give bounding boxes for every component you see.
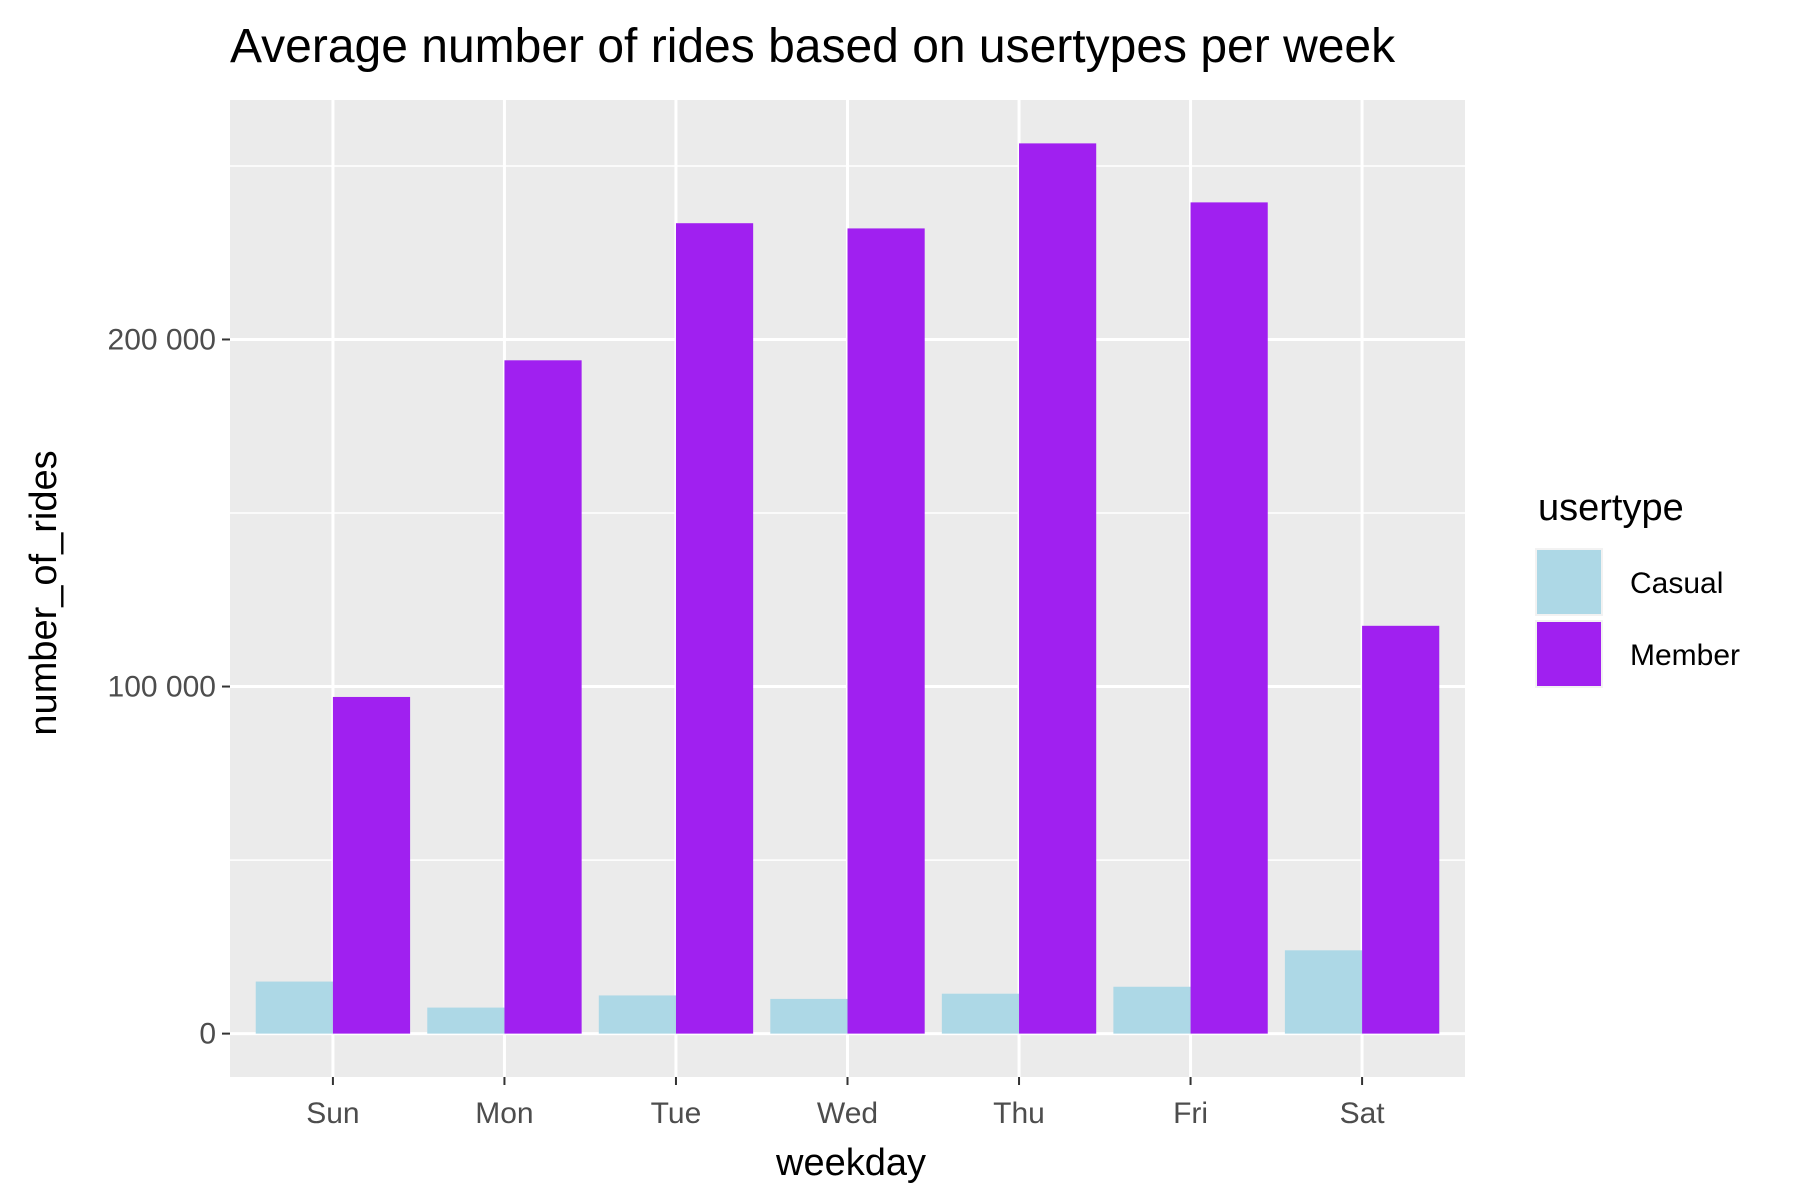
legend-swatch-member	[1537, 622, 1601, 686]
chart-title: Average number of rides based on usertyp…	[230, 20, 1396, 73]
y-tick-label: 200 000	[108, 323, 216, 356]
legend-title: usertype	[1538, 487, 1684, 529]
legend: usertype Casual Member	[1535, 487, 1740, 688]
bar-member-sat	[1362, 625, 1440, 1034]
y-tick-label: 100 000	[108, 671, 216, 704]
x-tick-label-tue: Tue	[651, 1097, 702, 1130]
y-axis-title: number_of_rides	[23, 450, 65, 735]
y-tick-label: 0	[199, 1018, 216, 1051]
bar-casual-sat	[1284, 950, 1363, 1034]
x-tick-label-fri: Fri	[1173, 1097, 1208, 1130]
bar-casual-tue	[598, 995, 676, 1034]
bar-casual-fri	[1113, 986, 1191, 1034]
bar-member-mon	[504, 360, 582, 1034]
bar-member-sun	[332, 696, 411, 1034]
bar-casual-mon	[427, 1007, 505, 1034]
legend-label-casual: Casual	[1630, 567, 1723, 600]
x-tick-label-wed: Wed	[817, 1097, 878, 1130]
bar-casual-sun	[255, 981, 333, 1034]
x-tick-label-mon: Mon	[475, 1097, 533, 1130]
x-tick-label-sun: Sun	[306, 1097, 359, 1130]
x-tick-label-sat: Sat	[1340, 1097, 1386, 1130]
legend-swatch-casual	[1537, 550, 1601, 614]
bar-member-tue	[675, 223, 754, 1034]
x-tick-label-thu: Thu	[993, 1097, 1045, 1130]
legend-label-member: Member	[1630, 639, 1740, 672]
x-axis-title: weekday	[775, 1142, 926, 1184]
bar-casual-wed	[770, 998, 848, 1034]
bar-member-thu	[1019, 143, 1097, 1034]
bar-member-wed	[847, 228, 925, 1034]
bar-member-fri	[1190, 202, 1268, 1034]
bar-casual-thu	[941, 993, 1020, 1034]
plot-area: 0 100 000 200 000 Sun Mon Tue Wed Thu Fri Sat	[108, 100, 1465, 1130]
